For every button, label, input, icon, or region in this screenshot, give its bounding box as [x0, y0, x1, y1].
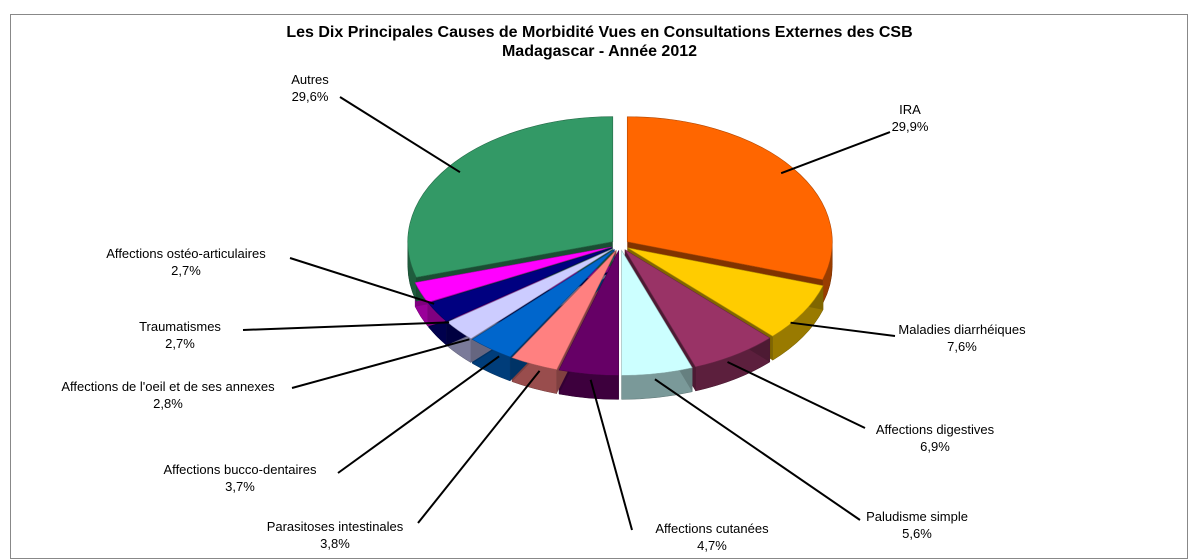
value-label: 29,9%: [891, 119, 929, 134]
value-label: 7,6%: [947, 339, 977, 354]
leader-line: [417, 370, 541, 524]
slice: [427, 247, 613, 322]
leader-line: [291, 338, 470, 389]
leader-line: [589, 379, 633, 531]
leader-line: [337, 355, 500, 474]
slice: [558, 250, 619, 376]
data-label: IRA 29,9%: [790, 101, 1030, 135]
category-label: Affections cutanées: [655, 521, 769, 536]
data-label: Parasitoses intestinales 3,8%: [215, 518, 455, 552]
leader-line: [654, 378, 861, 521]
leader-line: [790, 321, 896, 337]
value-label: 2,7%: [165, 336, 195, 351]
data-label: Affections bucco-dentaires 3,7%: [120, 461, 360, 495]
value-label: 4,7%: [697, 538, 727, 553]
category-label: Traumatismes: [139, 319, 221, 334]
category-label: Affections digestives: [875, 422, 995, 437]
slice: [627, 247, 824, 337]
data-label: Autres 29,6%: [190, 71, 430, 105]
slice: [407, 116, 614, 278]
category-label: Parasitoses intestinales: [266, 519, 404, 534]
data-label: Affections digestives 6,9%: [815, 421, 1055, 455]
chart-title: Les Dix Principales Causes de Morbidité …: [286, 24, 913, 41]
data-label: Maladies diarrhéiques 7,6%: [842, 321, 1082, 355]
value-label: 5,6%: [902, 526, 932, 541]
leader-line: [727, 361, 866, 429]
leader-line: [289, 257, 435, 305]
category-label: Paludisme simple: [866, 509, 968, 524]
leader-line: [339, 96, 461, 174]
category-label: Affections bucco-dentaires: [163, 462, 317, 477]
category-label: Autres: [291, 72, 329, 87]
category-label: IRA: [899, 102, 921, 117]
slice: [624, 249, 771, 368]
slice: [511, 249, 617, 370]
value-label: 3,7%: [225, 479, 255, 494]
data-label: Affections cutanées 4,7%: [592, 520, 832, 554]
chart-subtitle: Madagascar - Année 2012: [501, 43, 698, 60]
slice: [471, 249, 615, 358]
value-label: 3,8%: [320, 536, 350, 551]
leader-line: [780, 131, 891, 175]
value-label: 2,8%: [153, 396, 183, 411]
data-label: Traumatismes 2,7%: [60, 318, 300, 352]
category-label: Affections de l'oeil et de ses annexes: [61, 379, 275, 394]
category-label: Affections ostéo-articulaires: [106, 246, 266, 261]
category-label: Maladies diarrhéiques: [898, 322, 1026, 337]
slice: [621, 249, 693, 376]
data-label: Paludisme simple 5,6%: [797, 508, 1037, 542]
data-label: Affections de l'oeil et de ses annexes 2,…: [48, 378, 288, 412]
value-label: 6,9%: [920, 439, 950, 454]
data-label: Affections ostéo-articulaires 2,7%: [66, 245, 306, 279]
value-label: 2,7%: [171, 263, 201, 278]
value-label: 29,6%: [291, 89, 329, 104]
leader-line: [242, 321, 450, 331]
